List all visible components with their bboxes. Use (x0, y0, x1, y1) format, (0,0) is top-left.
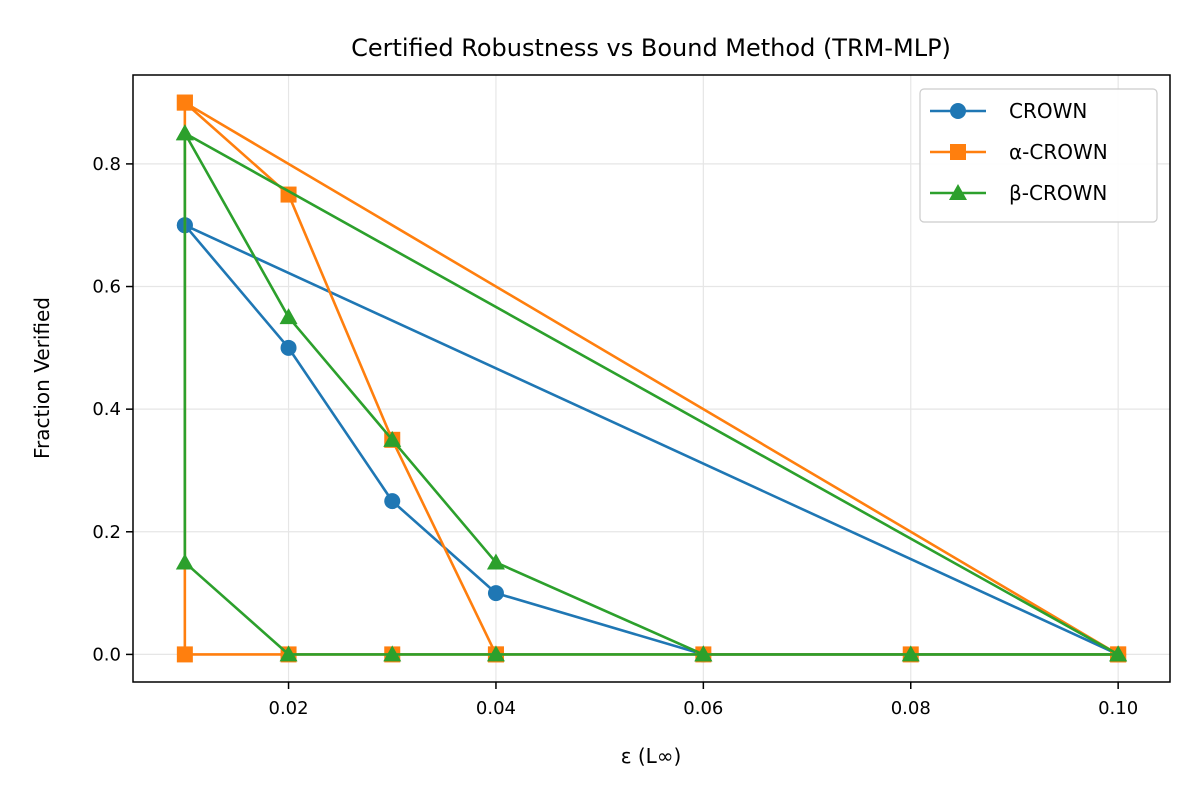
data-point (383, 430, 402, 447)
x-tick-label: 0.04 (476, 698, 516, 719)
data-point (487, 585, 504, 602)
legend-marker (950, 103, 966, 119)
series-0 (176, 217, 1127, 663)
x-tick-label: 0.02 (269, 698, 309, 719)
data-point (176, 94, 193, 111)
x-tick-label: 0.06 (683, 698, 723, 719)
legend-item: α-CROWN (930, 140, 1108, 164)
legend-marker (949, 184, 967, 200)
legend-item: CROWN (930, 99, 1087, 123)
y-tick-label: 0.4 (92, 399, 121, 420)
y-tick-label: 0.6 (92, 277, 121, 298)
legend-label: CROWN (1009, 99, 1087, 123)
data-point (175, 124, 194, 141)
data-point (280, 339, 297, 356)
x-tick-label: 0.10 (1098, 698, 1138, 719)
data-point (279, 308, 298, 325)
y-tick-label: 0.8 (92, 154, 121, 175)
data-point (901, 645, 920, 662)
series-layer (175, 94, 1128, 663)
data-point (280, 186, 297, 203)
y-tick-label: 0.2 (92, 522, 121, 543)
legend-marker (950, 144, 966, 160)
plot-frame (132, 74, 1171, 683)
data-point (486, 645, 505, 662)
data-point (383, 645, 402, 662)
chart-title: Certified Robustness vs Bound Method (TR… (351, 34, 951, 62)
x-tick-label: 0.08 (891, 698, 931, 719)
data-point (694, 645, 713, 662)
legend: CROWN α-CROWN β-CROWN (919, 88, 1158, 223)
data-point (486, 553, 505, 570)
data-point (279, 645, 298, 662)
legend-label: β-CROWN (1009, 181, 1107, 205)
y-axis-label: Fraction Verified (30, 297, 54, 459)
legend-item: β-CROWN (930, 181, 1107, 205)
series-line (183, 224, 1120, 656)
legend-box (919, 88, 1158, 223)
data-point (175, 553, 194, 570)
data-point (384, 493, 401, 510)
data-point (1109, 645, 1128, 662)
x-axis: 0.02 0.04 0.06 0.08 0.10 (269, 682, 1138, 719)
data-point (176, 646, 193, 663)
series-line (183, 131, 1120, 656)
y-axis: 0.0 0.2 0.4 0.6 0.8 (92, 154, 133, 665)
series-2 (175, 124, 1128, 662)
x-axis-label: ε (L∞) (621, 744, 682, 768)
y-tick-label: 0.0 (92, 644, 121, 665)
legend-label: α-CROWN (1009, 140, 1108, 164)
